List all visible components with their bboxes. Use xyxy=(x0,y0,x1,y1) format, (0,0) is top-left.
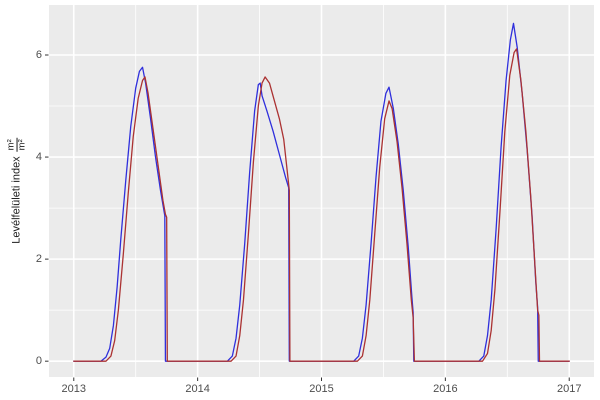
y-axis-units-denominator: m² xyxy=(16,139,28,151)
x-axis-tick-label: 2015 xyxy=(309,383,334,395)
y-axis-tick-label: 6 xyxy=(35,48,42,61)
y-axis-tick-label: 0 xyxy=(35,354,42,367)
y-axis-title-text: Levélfelületi index xyxy=(11,156,23,244)
series-red xyxy=(73,48,570,362)
y-axis-units-fraction: m² m² xyxy=(6,138,28,152)
x-axis-tick-label: 2013 xyxy=(61,383,86,395)
x-axis-tick-label: 2017 xyxy=(556,383,582,395)
x-axis-tick-label: 2016 xyxy=(433,383,458,395)
y-axis-tick-label: 2 xyxy=(35,252,42,265)
x-axis-tick-label: 2014 xyxy=(185,383,210,395)
y-axis-title: Levélfelületi index m² m² xyxy=(6,138,28,244)
y-axis-tick-label: 4 xyxy=(35,150,42,163)
